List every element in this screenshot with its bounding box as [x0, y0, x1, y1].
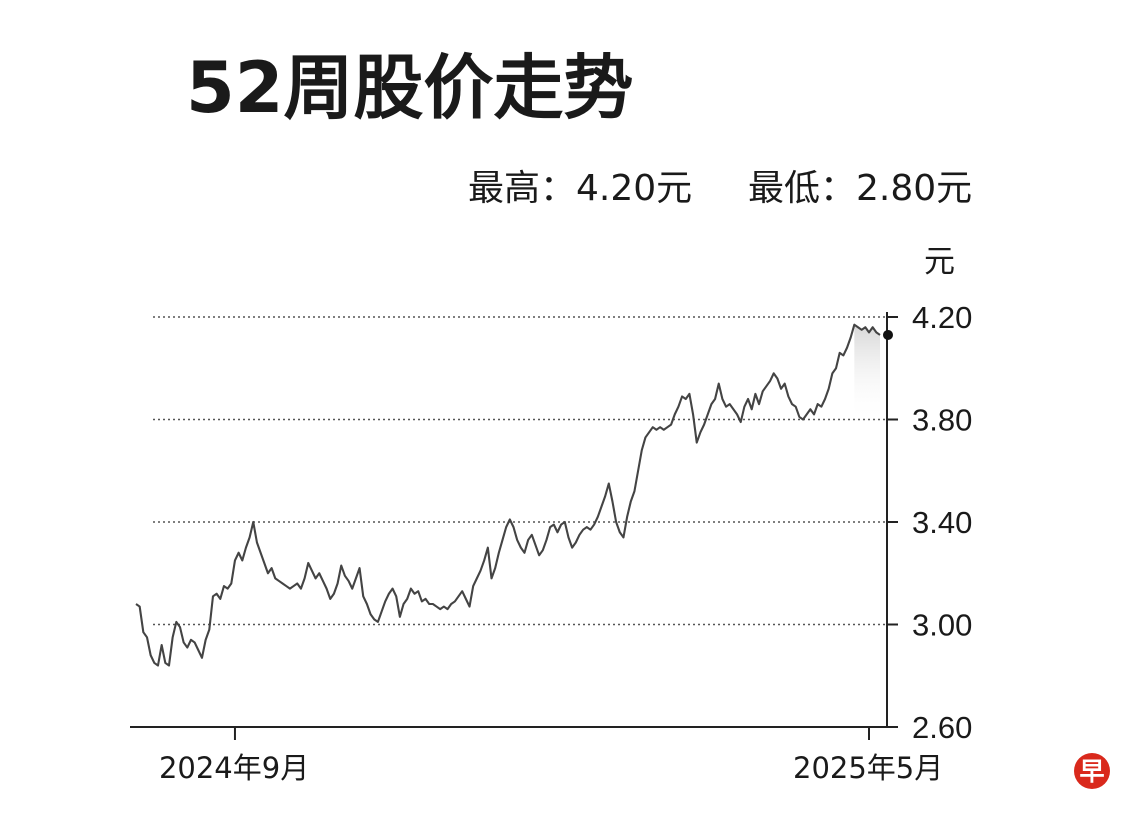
high-price-label: 最高：4.20元 — [468, 168, 692, 209]
grid-lines — [153, 316, 887, 626]
x-tick-label: 2024年9月 — [159, 751, 309, 785]
y-axis-unit: 元 — [924, 244, 955, 280]
y-axis-ticks: 4.20 3.80 3.40 3.00 2.60 — [887, 300, 972, 745]
chart-title: 52周股价走势 — [186, 47, 633, 129]
low-price-label: 最低：2.80元 — [748, 168, 972, 209]
y-tick-label: 3.40 — [912, 505, 972, 540]
y-tick-label: 3.00 — [912, 608, 972, 643]
logo-glyph: 早 — [1079, 757, 1104, 786]
y-tick-label: 2.60 — [912, 710, 972, 745]
y-tick-label: 4.20 — [912, 300, 972, 335]
zaobao-logo: 早 — [1074, 753, 1110, 789]
latest-price-marker — [883, 329, 893, 340]
y-tick-label: 3.80 — [912, 403, 972, 438]
price-line — [135, 323, 881, 667]
latest-price-shade — [854, 324, 880, 422]
x-axis-ticks: 2024年9月 2025年5月 — [159, 727, 943, 785]
x-tick-label: 2025年5月 — [793, 751, 943, 785]
